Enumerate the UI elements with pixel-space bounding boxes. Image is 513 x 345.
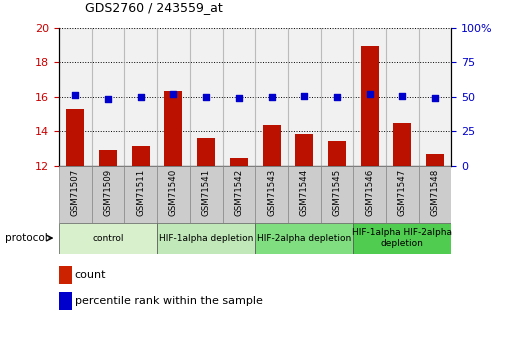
Text: GSM71511: GSM71511 <box>136 168 145 216</box>
Bar <box>92 166 125 223</box>
Bar <box>255 166 288 223</box>
Text: HIF-1alpha HIF-2alpha
depletion: HIF-1alpha HIF-2alpha depletion <box>352 228 452 248</box>
Text: GSM71546: GSM71546 <box>365 168 374 216</box>
Bar <box>165 90 183 166</box>
Text: GSM71507: GSM71507 <box>71 168 80 216</box>
Bar <box>132 146 150 166</box>
Bar <box>59 266 71 284</box>
Bar <box>288 28 321 166</box>
Bar <box>190 166 223 223</box>
Text: count: count <box>75 270 106 280</box>
Bar <box>59 166 92 223</box>
Bar <box>328 141 346 166</box>
Bar <box>386 166 419 223</box>
Point <box>104 96 112 102</box>
Text: GSM71509: GSM71509 <box>104 168 112 216</box>
Text: control: control <box>92 234 124 243</box>
Bar <box>393 124 411 166</box>
Point <box>235 96 243 101</box>
Point <box>300 93 308 98</box>
Text: GSM71543: GSM71543 <box>267 168 276 216</box>
Bar <box>255 223 353 254</box>
Bar <box>92 28 124 166</box>
Text: HIF-2alpha depletion: HIF-2alpha depletion <box>257 234 351 243</box>
Bar <box>99 150 117 166</box>
Bar <box>223 166 255 223</box>
Point <box>136 94 145 99</box>
Text: HIF-1alpha depletion: HIF-1alpha depletion <box>159 234 253 243</box>
Text: GSM71545: GSM71545 <box>332 168 342 216</box>
Text: percentile rank within the sample: percentile rank within the sample <box>75 296 263 306</box>
Bar <box>124 166 157 223</box>
Point <box>398 93 406 98</box>
Bar <box>223 28 255 166</box>
Point <box>431 96 439 101</box>
Point <box>169 91 177 97</box>
Bar <box>419 28 451 166</box>
Text: GSM71540: GSM71540 <box>169 168 178 216</box>
Point <box>267 94 275 99</box>
Bar <box>353 223 451 254</box>
Bar <box>230 158 248 166</box>
Bar <box>263 125 281 166</box>
Bar <box>59 223 157 254</box>
Text: GSM71547: GSM71547 <box>398 168 407 216</box>
Bar <box>157 28 190 166</box>
Bar <box>353 28 386 166</box>
Bar <box>426 155 444 166</box>
Text: GSM71544: GSM71544 <box>300 168 309 216</box>
Bar <box>124 28 157 166</box>
Bar <box>190 28 223 166</box>
Bar <box>321 28 353 166</box>
Bar <box>295 134 313 166</box>
Bar <box>59 28 92 166</box>
Point <box>333 94 341 99</box>
Text: GDS2760 / 243559_at: GDS2760 / 243559_at <box>85 1 223 14</box>
Text: GSM71541: GSM71541 <box>202 168 211 216</box>
Bar <box>353 166 386 223</box>
Bar <box>66 109 84 166</box>
Bar <box>288 166 321 223</box>
Bar <box>59 292 71 310</box>
Bar <box>361 46 379 166</box>
Point <box>366 91 374 97</box>
Bar <box>255 28 288 166</box>
Point <box>202 94 210 99</box>
Point <box>71 92 80 98</box>
Bar <box>157 223 255 254</box>
Bar <box>157 166 190 223</box>
Bar <box>386 28 419 166</box>
Bar <box>321 166 353 223</box>
Bar <box>197 138 215 166</box>
Text: protocol: protocol <box>5 233 48 243</box>
Text: GSM71542: GSM71542 <box>234 168 243 216</box>
Bar <box>419 166 451 223</box>
Text: GSM71548: GSM71548 <box>430 168 440 216</box>
